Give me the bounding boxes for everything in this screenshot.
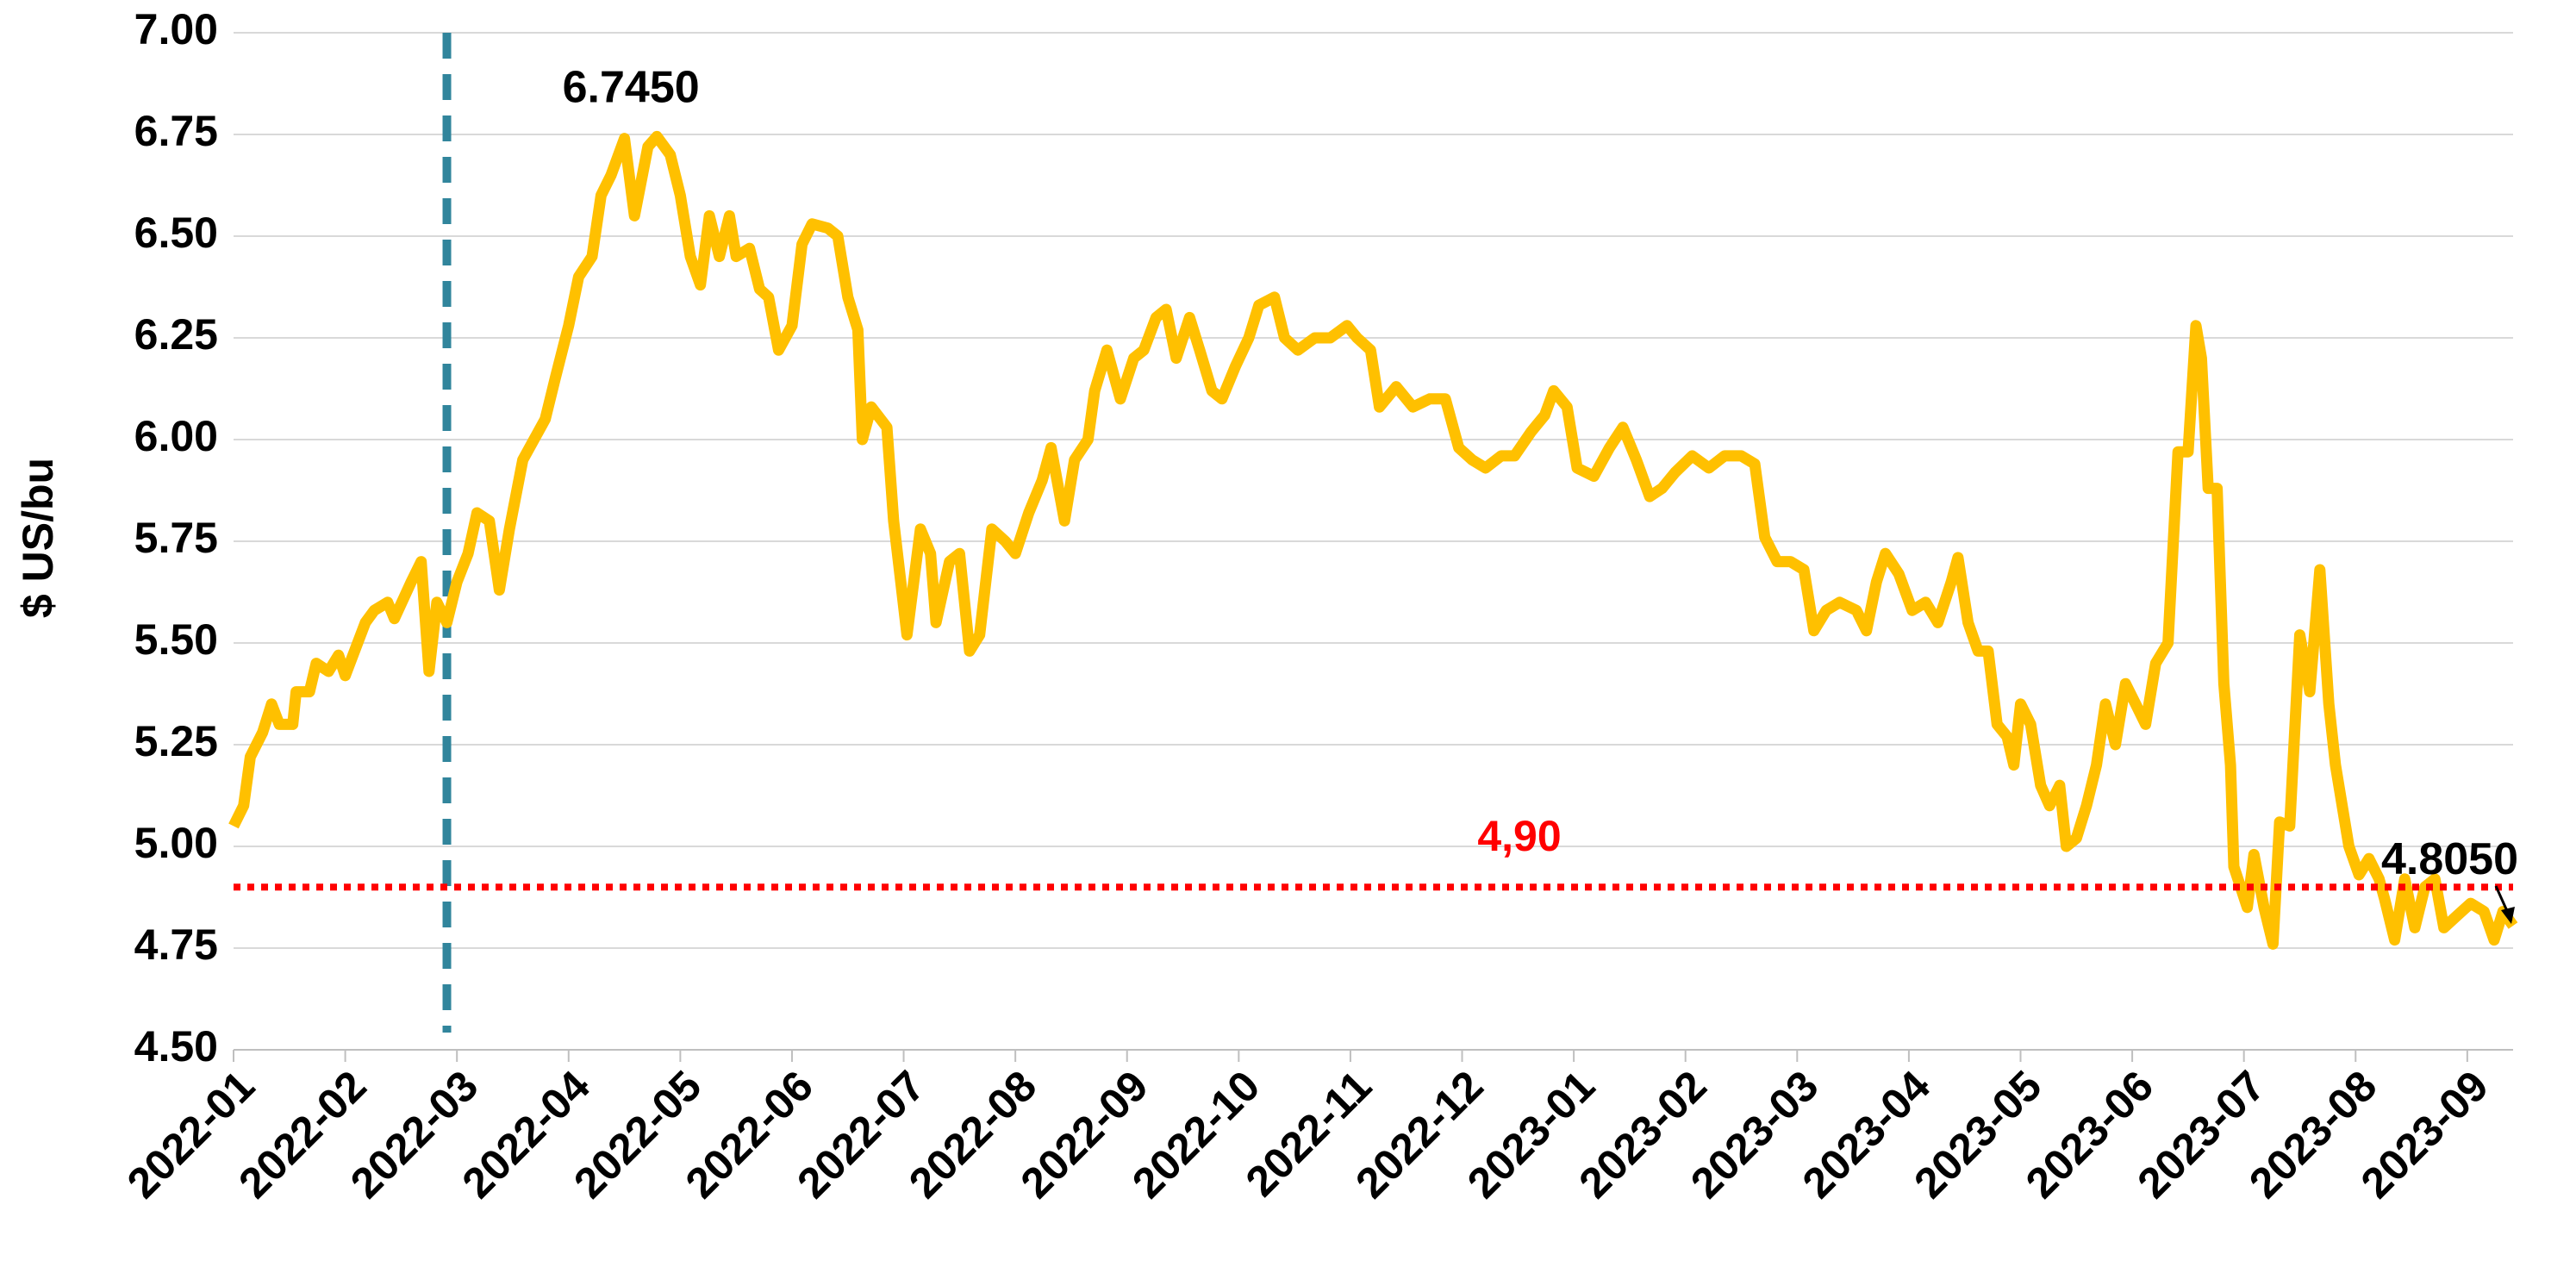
y-tick-label: 6.50 (134, 209, 218, 257)
y-tick-label: 6.00 (134, 412, 218, 460)
y-tick-label: 4.75 (134, 921, 218, 969)
y-tick-label: 6.25 (134, 310, 218, 359)
price-line (228, 130, 2518, 950)
y-tick-label: 5.00 (134, 819, 218, 867)
y-tick-label: 5.25 (134, 717, 218, 765)
y-axis-title: $ US/bu (14, 458, 62, 618)
y-tick-label: 7.00 (134, 5, 218, 53)
reference-label: 4,90 (1477, 812, 1561, 860)
y-tick-label: 5.75 (134, 514, 218, 562)
peak-label: 6.7450 (563, 62, 700, 112)
y-tick-label: 5.50 (134, 615, 218, 664)
arrow-head (2501, 907, 2515, 925)
y-tick-label: 6.75 (134, 107, 218, 155)
last-value-label: 4.8050 (2381, 834, 2518, 884)
y-tick-label: 4.50 (134, 1022, 218, 1070)
